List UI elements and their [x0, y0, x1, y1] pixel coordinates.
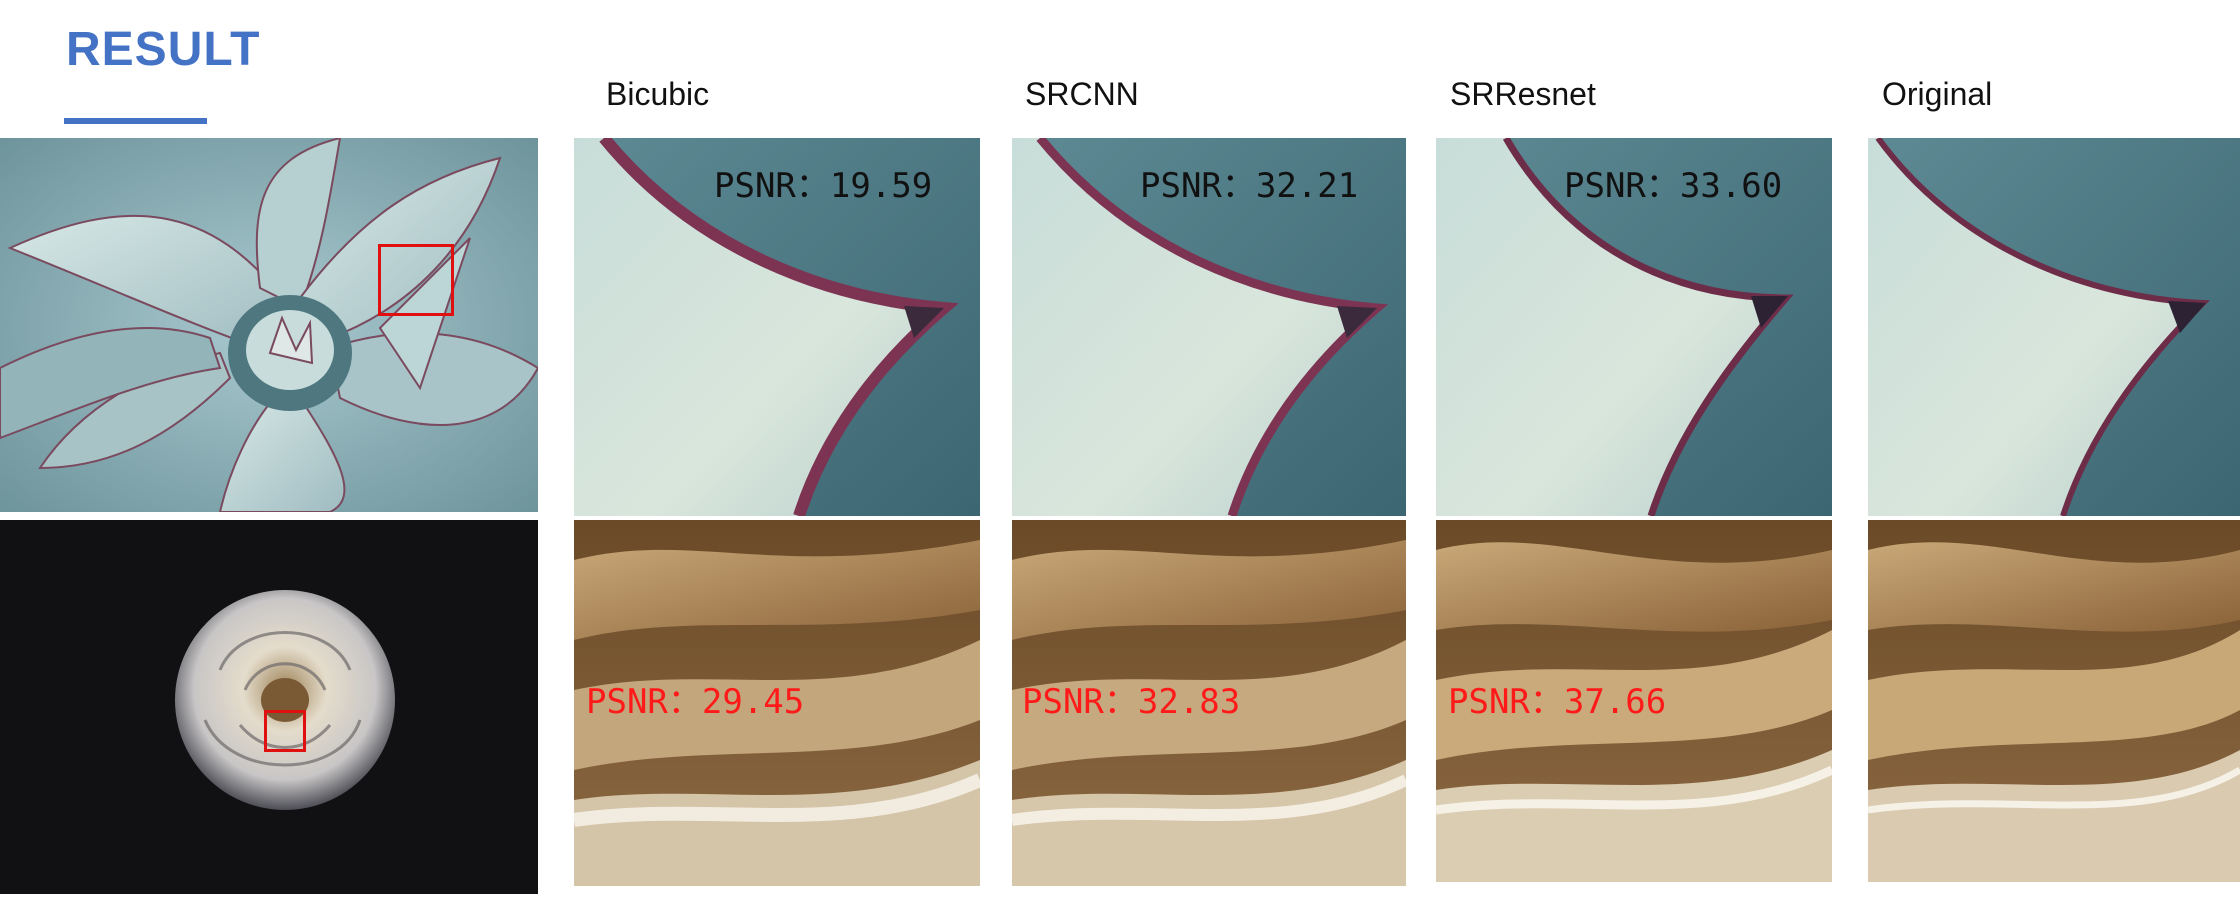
psnr-label-rose-bicubic: PSNR：29.45: [586, 682, 805, 722]
psnr-label-rose-srresnet: PSNR：37.66: [1448, 682, 1667, 722]
rose-original-crop: [1868, 520, 2240, 882]
rose-crop-marker: [264, 710, 306, 752]
agave-srresnet-crop: [1436, 138, 1832, 516]
page-title: RESULT: [66, 23, 261, 76]
agave-crop-marker: [378, 244, 454, 316]
column-header-original: Original: [1882, 76, 1993, 112]
psnr-label-rose-srcnn: PSNR：32.83: [1022, 682, 1241, 722]
rose-srcnn-crop: [1012, 520, 1406, 886]
agave-full-image: [0, 138, 538, 512]
column-header-bicubic: Bicubic: [606, 76, 710, 112]
agave-bicubic-crop: [574, 138, 980, 516]
agave-srcnn-crop: [1012, 138, 1406, 516]
agave-original-crop: [1868, 138, 2240, 516]
title-underline: [64, 118, 207, 124]
rose-srresnet-crop: [1436, 520, 1832, 882]
psnr-label-agave-srresnet: PSNR：33.60: [1564, 166, 1783, 206]
psnr-label-agave-bicubic: PSNR：19.59: [714, 166, 933, 206]
rose-full-image: [0, 520, 538, 894]
column-header-srcnn: SRCNN: [1025, 76, 1139, 112]
column-header-srresnet: SRResnet: [1450, 76, 1596, 112]
rose-bicubic-crop: [574, 520, 980, 886]
psnr-label-agave-srcnn: PSNR：32.21: [1140, 166, 1359, 206]
